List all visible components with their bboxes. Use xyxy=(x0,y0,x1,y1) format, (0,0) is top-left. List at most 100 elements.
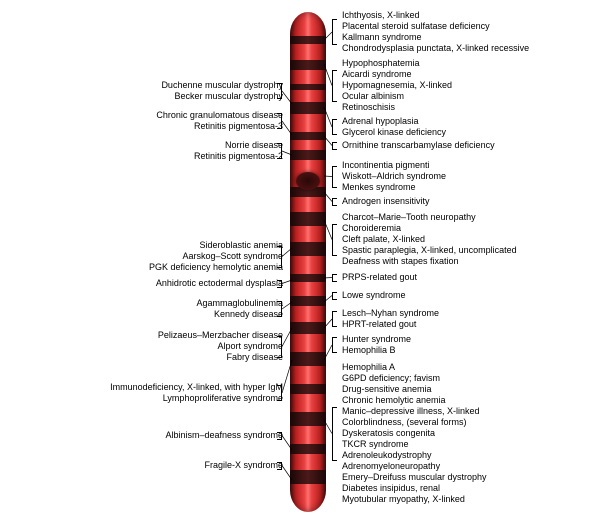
disease-label: Emery–Dreifuss muscular dystrophy xyxy=(342,472,487,483)
leader-bracket xyxy=(277,385,282,401)
disease-label: Chondrodysplasia punctata, X-linked rece… xyxy=(342,43,529,54)
disease-label-group: Duchenne muscular dystrophyBecker muscul… xyxy=(161,80,283,102)
disease-label: Agammaglobulinemia xyxy=(196,298,283,309)
leader-bracket xyxy=(332,337,337,353)
centromere xyxy=(296,172,320,190)
leader-bracket xyxy=(332,274,337,282)
chromosome-band xyxy=(290,296,326,306)
disease-label: Anhidrotic ectodermal dysplasia xyxy=(156,278,283,289)
disease-label-group: Hunter syndromeHemophilia B xyxy=(342,334,411,356)
disease-label: Duchenne muscular dystrophy xyxy=(161,80,283,91)
leader-bracket xyxy=(277,462,282,470)
disease-label: Charcot–Marie–Tooth neuropathy xyxy=(342,212,517,223)
disease-label: Colorblindness, (several forms) xyxy=(342,417,487,428)
chromosome-band xyxy=(290,412,326,426)
disease-label: Wiskott–Aldrich syndrome xyxy=(342,171,446,182)
leader-bracket xyxy=(277,432,282,440)
disease-label: Chronic granulomatous disease xyxy=(156,110,283,121)
disease-label-group: Norrie diseaseRetinitis pigmentosa-2 xyxy=(194,140,283,162)
disease-label-group: Androgen insensitivity xyxy=(342,196,430,207)
disease-label-group: Fragile-X syndrome xyxy=(204,460,283,471)
chromosome-band xyxy=(290,150,326,160)
chromosome-band xyxy=(290,384,326,394)
chromosome-ideogram xyxy=(290,12,326,512)
disease-label: Hunter syndrome xyxy=(342,334,411,345)
disease-label: Androgen insensitivity xyxy=(342,196,430,207)
chromosome-band xyxy=(290,322,326,334)
leader-bracket xyxy=(332,70,337,102)
disease-label: Placental steroid sulfatase deficiency xyxy=(342,21,529,32)
chromosome-band xyxy=(290,470,326,484)
disease-label: Kallmann syndrome xyxy=(342,32,529,43)
disease-label: Adrenal hypoplasia xyxy=(342,116,446,127)
chromosome-band xyxy=(290,132,326,140)
disease-label: Drug-sensitive anemia xyxy=(342,384,487,395)
disease-label-group: Ichthyosis, X-linkedPlacental steroid su… xyxy=(342,10,529,54)
disease-label: Albinism–deafness syndrome xyxy=(165,430,283,441)
leader-bracket xyxy=(277,336,282,358)
leader-bracket xyxy=(277,83,282,99)
disease-label: Fabry disease xyxy=(158,352,283,363)
disease-label: PRPS-related gout xyxy=(342,272,417,283)
disease-label: Hypomagnesemia, X-linked xyxy=(342,80,452,91)
disease-label: Lymphoproliferative syndrome xyxy=(110,393,283,404)
disease-label-group: Albinism–deafness syndrome xyxy=(165,430,283,441)
disease-label: Adrenomyeloneuropathy xyxy=(342,461,487,472)
leader-bracket xyxy=(332,292,337,300)
disease-label: Choroideremia xyxy=(342,223,517,234)
disease-label-group: HypophosphatemiaAicardi syndromeHypomagn… xyxy=(342,58,452,113)
disease-label-group: Chronic granulomatous diseaseRetinitis p… xyxy=(156,110,283,132)
disease-label-group: Sideroblastic anemiaAarskog–Scott syndro… xyxy=(149,240,283,273)
disease-label: Alport syndrome xyxy=(158,341,283,352)
disease-label-group: Lesch–Nyhan syndromeHPRT-related gout xyxy=(342,308,439,330)
leader-bracket xyxy=(277,113,282,129)
disease-label: Menkes syndrome xyxy=(342,182,446,193)
leader-bracket xyxy=(332,311,337,327)
disease-label: Fragile-X syndrome xyxy=(204,460,283,471)
disease-label: HPRT-related gout xyxy=(342,319,439,330)
leader-bracket xyxy=(332,198,337,206)
disease-label: TKCR syndrome xyxy=(342,439,487,450)
chromosome-band xyxy=(290,102,326,114)
disease-label-group: AgammaglobulinemiaKennedy disease xyxy=(196,298,283,320)
disease-label: Deafness with stapes fixation xyxy=(342,256,517,267)
leader-bracket xyxy=(332,407,337,461)
chromosome-band xyxy=(290,274,326,282)
disease-label: Adrenoleukodystrophy xyxy=(342,450,487,461)
leader-bracket xyxy=(332,166,337,188)
disease-label: Kennedy disease xyxy=(196,309,283,320)
disease-label: Manic–depressive illness, X-linked xyxy=(342,406,487,417)
chromosome-band xyxy=(290,36,326,44)
disease-label: G6PD deficiency; favism xyxy=(342,373,487,384)
disease-label: Cleft palate, X-linked xyxy=(342,234,517,245)
chromosome-band xyxy=(290,444,326,454)
disease-label: Immunodeficiency, X-linked, with hyper I… xyxy=(110,382,283,393)
disease-label-group: Incontinentia pigmentiWiskott–Aldrich sy… xyxy=(342,160,446,193)
chromosome-band xyxy=(290,352,326,366)
disease-label: Incontinentia pigmenti xyxy=(342,160,446,171)
disease-label: Glycerol kinase deficiency xyxy=(342,127,446,138)
disease-label: Ornithine transcarbamylase deficiency xyxy=(342,140,495,151)
disease-label: Hemophilia B xyxy=(342,345,411,356)
disease-label: Dyskeratosis congenita xyxy=(342,428,487,439)
disease-label-group: Hemophilia AG6PD deficiency; favismDrug-… xyxy=(342,362,487,505)
chromosome-band xyxy=(290,60,326,70)
disease-label: Sideroblastic anemia xyxy=(149,240,283,251)
disease-label-group: Adrenal hypoplasiaGlycerol kinase defici… xyxy=(342,116,446,138)
leader-bracket xyxy=(277,246,282,268)
disease-label: Aarskog–Scott syndrome xyxy=(149,251,283,262)
disease-label: PGK deficiency hemolytic anemia xyxy=(149,262,283,273)
disease-label: Ocular albinism xyxy=(342,91,452,102)
leader-bracket xyxy=(332,224,337,256)
leader-bracket xyxy=(277,143,282,159)
leader-bracket xyxy=(332,19,337,45)
disease-label-group: Ornithine transcarbamylase deficiency xyxy=(342,140,495,151)
disease-label: Chronic hemolytic anemia xyxy=(342,395,487,406)
chromosome-band xyxy=(290,212,326,226)
disease-label-group: Anhidrotic ectodermal dysplasia xyxy=(156,278,283,289)
disease-label: Retinitis pigmentosa-2 xyxy=(194,151,283,162)
chromosome-band xyxy=(290,242,326,256)
disease-label: Myotubular myopathy, X-linked xyxy=(342,494,487,505)
disease-label: Hypophosphatemia xyxy=(342,58,452,69)
disease-label: Pelizaeus–Merzbacher disease xyxy=(158,330,283,341)
